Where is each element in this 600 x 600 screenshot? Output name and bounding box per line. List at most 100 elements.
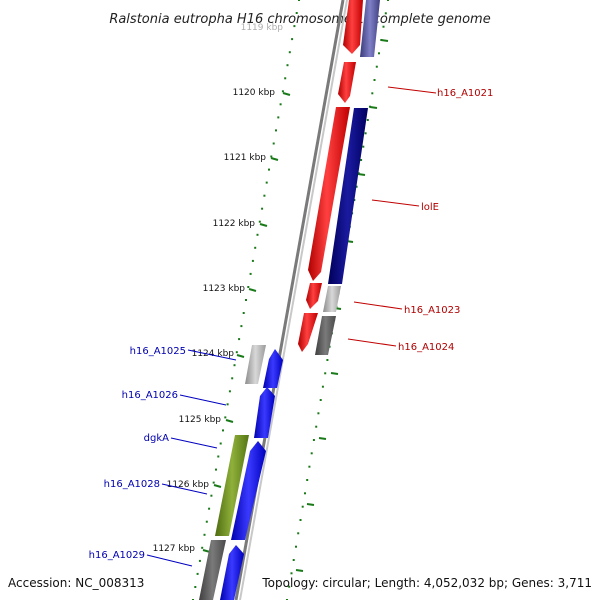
minor-tick xyxy=(194,586,197,588)
gene-label-h16-a1024[interactable]: h16_A1024 xyxy=(398,342,454,353)
minor-tick xyxy=(286,64,289,67)
gene-label-h16-a1029[interactable]: h16_A1029 xyxy=(89,550,145,561)
kbp-label: 1126 kbp xyxy=(167,480,210,490)
minor-tick xyxy=(272,142,275,145)
minor-tick xyxy=(256,233,259,236)
label-connector xyxy=(353,301,403,310)
minor-tick xyxy=(319,399,322,401)
minor-tick xyxy=(205,520,208,523)
minor-tick xyxy=(306,479,309,481)
minor-tick xyxy=(261,207,264,210)
minor-tick xyxy=(304,492,306,495)
minor-tick xyxy=(297,532,300,535)
minor-tick xyxy=(298,0,300,1)
major-tick xyxy=(369,106,378,109)
gene-reverse-dgkA[interactable] xyxy=(215,435,249,536)
gene-reverse[interactable] xyxy=(263,349,283,388)
major-tick xyxy=(259,223,268,227)
major-tick xyxy=(236,354,245,358)
minor-tick xyxy=(293,25,296,28)
gene-label-dgkA[interactable]: dgkA xyxy=(144,433,169,444)
reverse-strand-genes xyxy=(199,345,283,600)
minor-tick xyxy=(203,533,206,536)
minor-tick xyxy=(366,119,369,121)
major-tick xyxy=(225,419,234,423)
label-connector xyxy=(146,554,193,567)
gene-reverse[interactable] xyxy=(231,441,266,540)
minor-tick xyxy=(373,79,376,81)
minor-tick xyxy=(371,92,374,95)
minor-tick xyxy=(301,505,304,508)
gene-forward-dark[interactable] xyxy=(328,108,368,284)
minor-tick xyxy=(238,338,241,341)
minor-tick xyxy=(196,572,199,575)
minor-tick xyxy=(295,545,297,548)
gene-reverse[interactable] xyxy=(220,545,244,600)
kbp-label: 1122 kbp xyxy=(213,219,256,229)
label-connector xyxy=(179,394,227,406)
minor-tick xyxy=(279,103,282,106)
minor-tick xyxy=(235,351,238,354)
minor-tick xyxy=(295,12,298,14)
label-connector xyxy=(187,349,237,361)
gene-forward[interactable] xyxy=(338,62,356,103)
minor-tick xyxy=(355,185,358,188)
minor-tick xyxy=(242,312,245,314)
minor-tick xyxy=(240,325,243,328)
minor-tick xyxy=(369,105,371,108)
kbp-label: 1123 kbp xyxy=(203,284,246,294)
minor-tick xyxy=(251,259,254,262)
minor-tick xyxy=(224,416,227,419)
gene-label-h16-a1023[interactable]: h16_A1023 xyxy=(404,305,460,316)
kbp-label: 1120 kbp xyxy=(233,88,276,98)
gene-label-lolE[interactable]: lolE xyxy=(421,202,439,213)
minor-tick xyxy=(210,494,213,497)
gene-forward-slate[interactable] xyxy=(360,0,380,57)
minor-tick xyxy=(228,390,231,393)
minor-tick xyxy=(268,168,270,171)
minor-tick xyxy=(222,429,224,432)
minor-tick xyxy=(284,77,287,80)
minor-tick xyxy=(364,132,367,135)
major-tick xyxy=(357,173,366,176)
minor-tick xyxy=(247,286,250,288)
gene-forward-lolE[interactable] xyxy=(308,107,350,281)
major-tick xyxy=(318,437,327,440)
major-tick xyxy=(213,484,222,488)
minor-tick xyxy=(245,299,247,301)
gene-dark-grey[interactable] xyxy=(199,540,226,600)
minor-tick xyxy=(324,372,327,375)
gene-grey[interactable] xyxy=(245,345,266,384)
major-tick xyxy=(248,288,257,292)
gene-forward[interactable] xyxy=(343,0,363,54)
major-tick xyxy=(306,503,315,506)
minor-tick xyxy=(288,585,291,588)
minor-tick xyxy=(258,220,261,223)
gene-reverse[interactable] xyxy=(254,387,275,438)
minor-tick xyxy=(360,159,363,161)
gene-grey[interactable] xyxy=(323,286,341,312)
label-connector xyxy=(371,199,420,207)
major-tick xyxy=(330,372,339,375)
gene-label-h16-a1021[interactable]: h16_A1021 xyxy=(437,88,493,99)
kbp-label: 1127 kbp xyxy=(153,544,196,554)
kbp-label: 1119 kbp xyxy=(241,23,284,33)
minor-tick xyxy=(312,439,315,441)
gene-forward[interactable] xyxy=(306,283,322,309)
kbp-label: 1124 kbp xyxy=(192,349,235,359)
kbp-label: 1121 kbp xyxy=(224,153,267,163)
kbp-label: 1125 kbp xyxy=(179,415,222,425)
reverse-gene-labels: h16_A1025 h16_A1026 dgkA h16_A1028 h16_A… xyxy=(89,346,237,567)
major-tick xyxy=(270,157,279,161)
forward-strand-genes xyxy=(298,0,380,355)
gene-label-h16-a1025[interactable]: h16_A1025 xyxy=(130,346,186,357)
minor-tick xyxy=(263,194,266,197)
gene-label-h16-a1026[interactable]: h16_A1026 xyxy=(122,390,178,401)
gene-dark-grey[interactable] xyxy=(315,316,336,355)
minor-tick xyxy=(288,51,291,54)
gene-label-h16-a1028[interactable]: h16_A1028 xyxy=(104,479,160,490)
minor-tick xyxy=(326,359,329,361)
minor-tick xyxy=(375,65,378,68)
gene-forward[interactable] xyxy=(298,313,318,352)
